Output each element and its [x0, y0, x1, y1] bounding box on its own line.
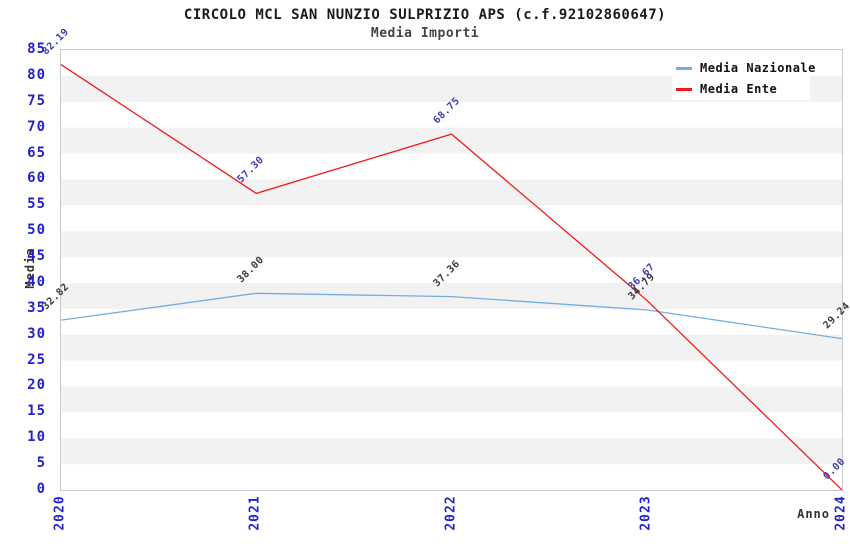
y-tick-label: 70 [27, 118, 46, 135]
x-tick-label: 2024 [833, 495, 849, 531]
grid-band [61, 127, 842, 154]
y-tick-label: 25 [27, 351, 46, 368]
y-tick-label: 80 [27, 66, 46, 83]
plot-area [60, 49, 843, 491]
y-tick-label: 35 [27, 299, 46, 316]
legend-label-nazionale: Media Nazionale [700, 61, 816, 75]
legend-swatch-ente-icon [676, 87, 692, 91]
x-tick-label: 2020 [52, 495, 68, 531]
y-tick-label: 75 [27, 92, 46, 109]
legend-label-ente: Media Ente [700, 82, 778, 96]
grid-band [61, 334, 842, 361]
y-tick-label: 10 [27, 429, 46, 446]
series-line-nazionale [61, 292, 842, 340]
grid-band [61, 231, 842, 258]
legend-item-media-ente: Media Ente [676, 82, 810, 96]
grid-band [61, 386, 842, 413]
legend: Media Nazionale Media Ente [672, 57, 815, 100]
y-tick-label: 85 [27, 41, 46, 57]
series-line-ente [61, 64, 842, 490]
legend-item-media-nazionale: Media Nazionale [676, 61, 815, 75]
y-tick-label: 65 [27, 144, 46, 161]
chart-title: CIRCOLO MCL SAN NUNZIO SULPRIZIO APS (c.… [183, 7, 667, 23]
y-tick-label: 30 [27, 325, 46, 342]
y-tick-label: 50 [27, 222, 46, 239]
grid-band [61, 438, 842, 465]
grid-band [61, 282, 842, 309]
x-tick-label: 2021 [247, 495, 263, 531]
legend-swatch-nazionale-icon [676, 66, 692, 70]
x-tick-label: 2023 [638, 495, 654, 531]
y-tick-label: 0 [36, 481, 46, 497]
y-tick-label: 45 [27, 248, 46, 265]
y-tick-label: 55 [27, 196, 46, 213]
y-tick-label: 60 [27, 170, 46, 187]
chart-subtitle: Media Importi [370, 26, 480, 41]
x-axis-label: Anno [797, 507, 830, 521]
y-tick-label: 15 [27, 403, 46, 420]
grid-band [61, 179, 842, 206]
y-tick-label: 20 [27, 377, 46, 394]
chart-canvas [61, 64, 842, 490]
y-tick-label: 40 [27, 273, 46, 290]
y-tick-label: 5 [36, 455, 46, 472]
x-tick-label: 2022 [443, 495, 458, 531]
